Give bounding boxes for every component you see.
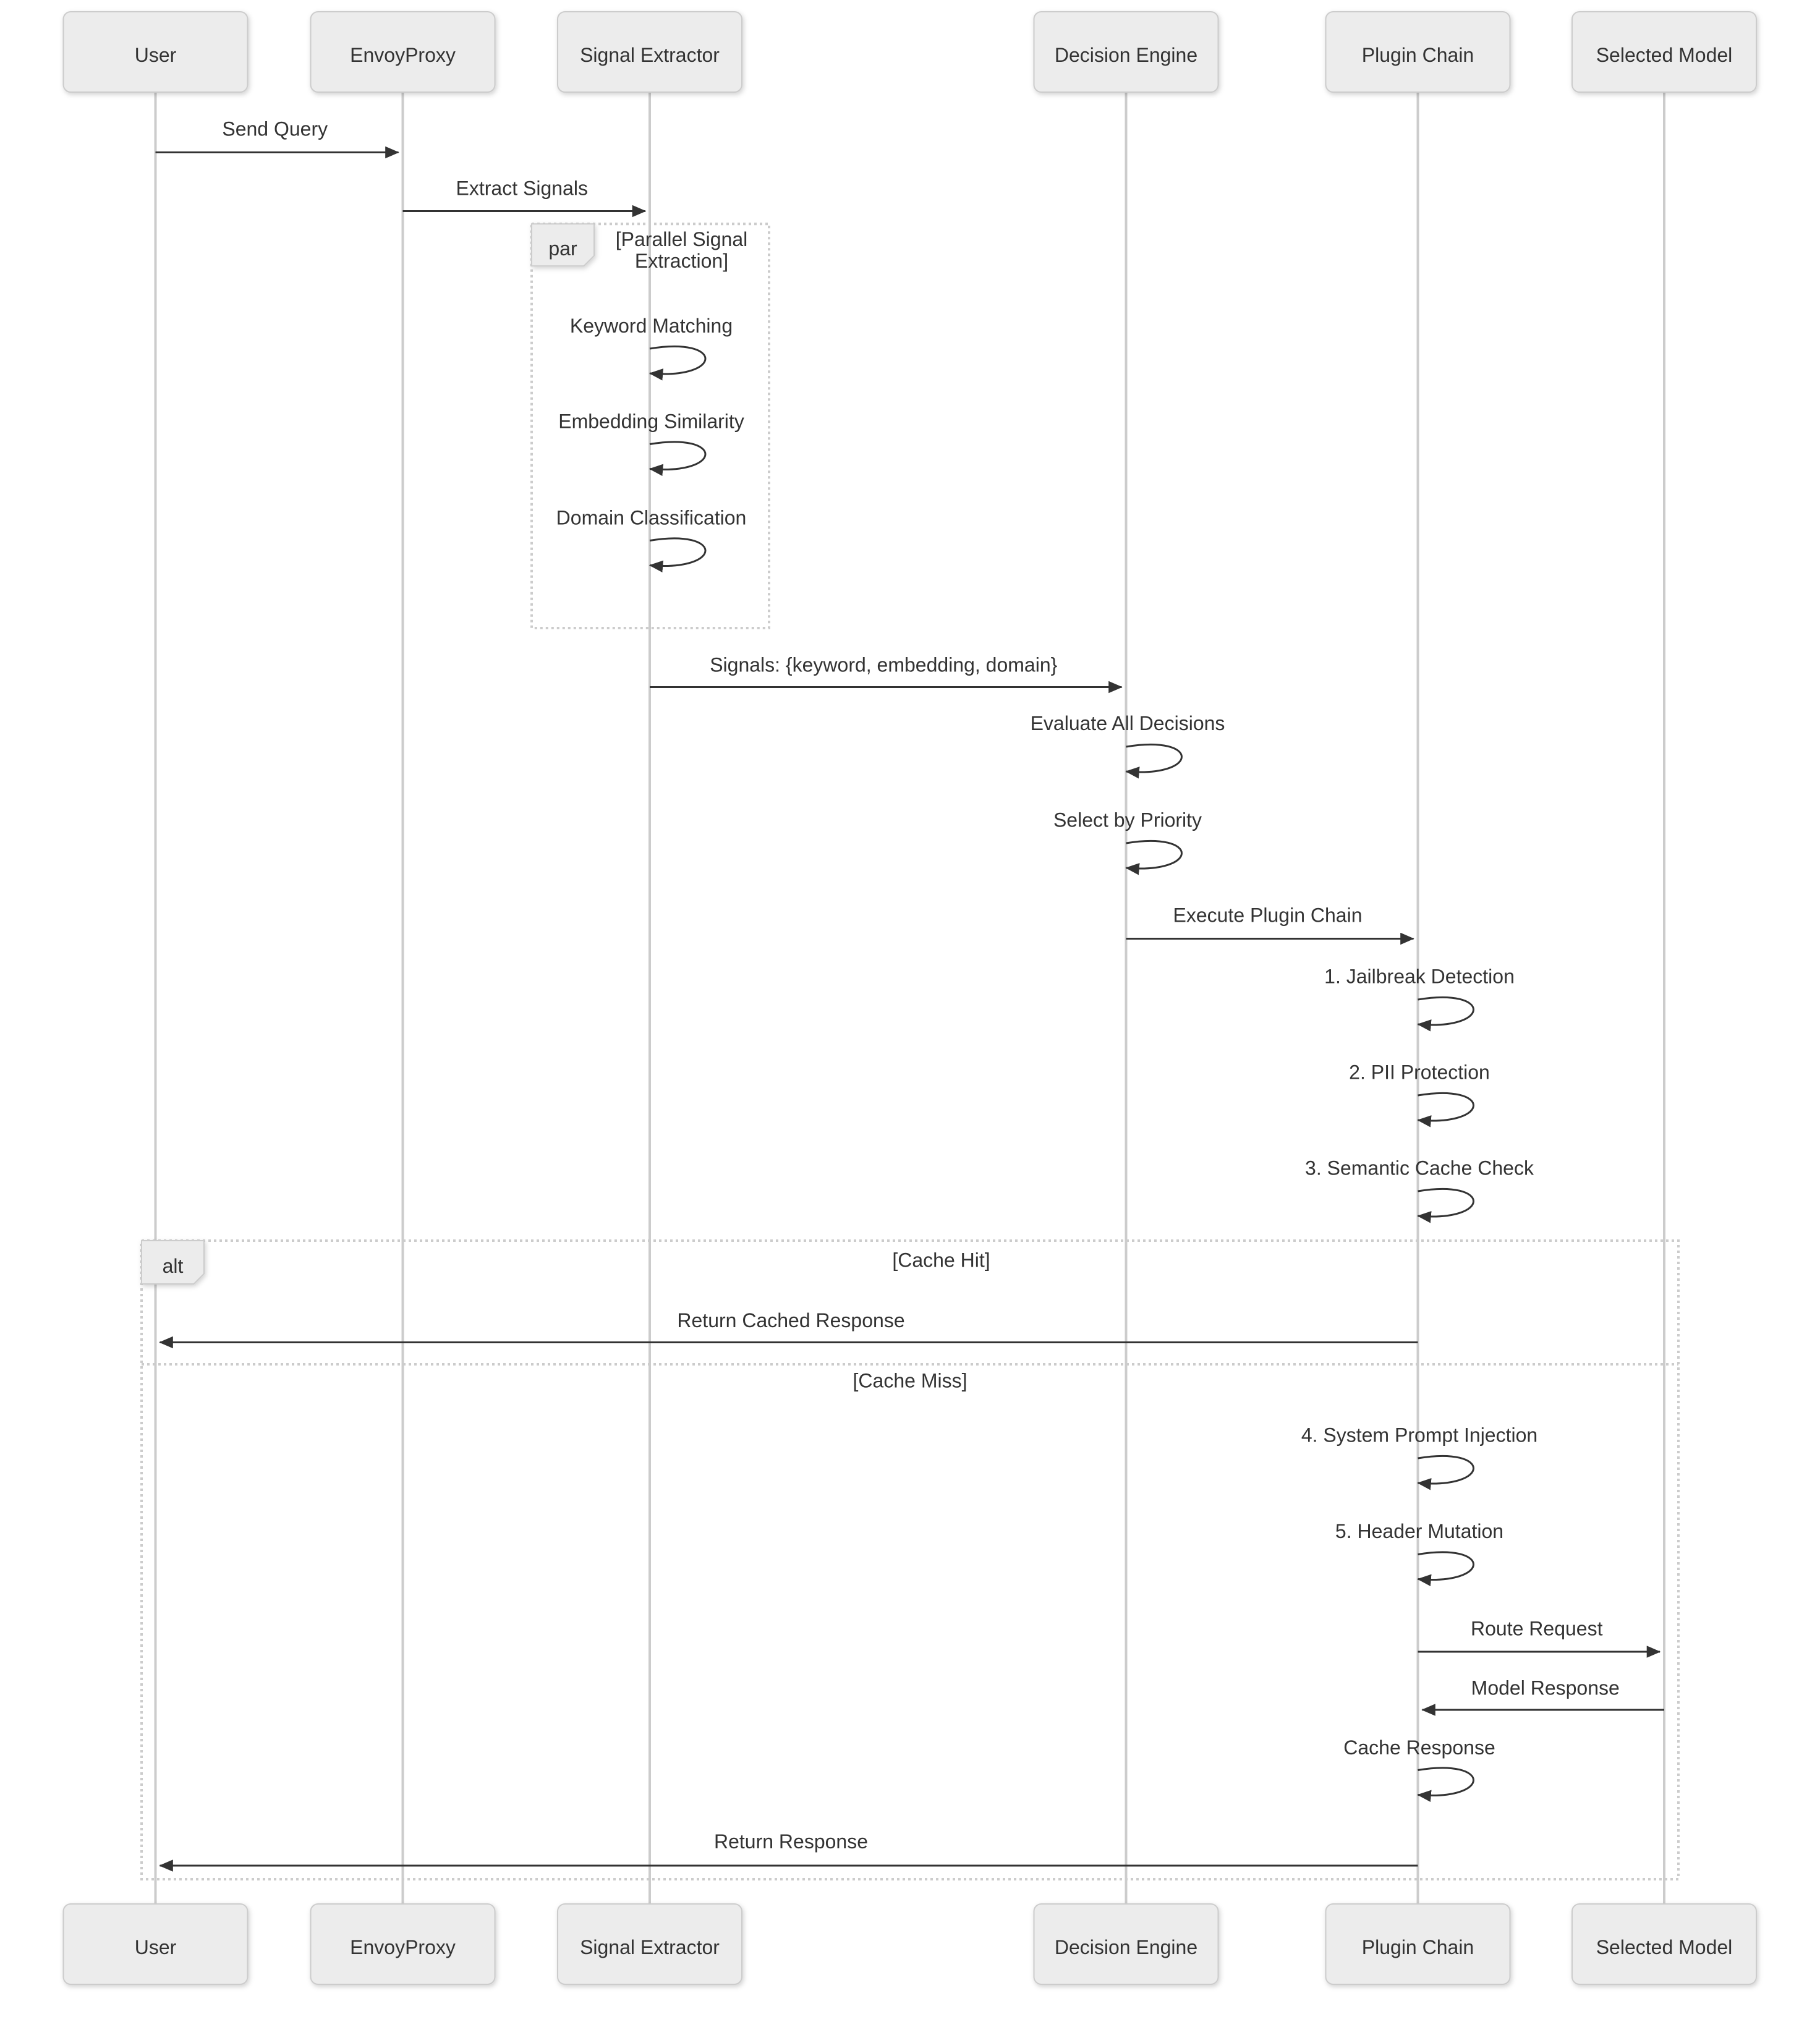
svg-text:par: par <box>548 237 577 260</box>
svg-text:Signal Extractor: Signal Extractor <box>580 1936 720 1958</box>
svg-text:Route Request: Route Request <box>1471 1618 1603 1640</box>
svg-text:3. Semantic Cache Check: 3. Semantic Cache Check <box>1305 1157 1534 1179</box>
svg-text:Keyword Matching: Keyword Matching <box>570 315 733 337</box>
svg-text:Signals: {keyword, embedding,: Signals: {keyword, embedding, domain} <box>710 654 1057 676</box>
svg-text:User: User <box>135 44 177 66</box>
svg-text:Embedding Similarity: Embedding Similarity <box>558 410 744 433</box>
svg-text:Signal Extractor: Signal Extractor <box>580 44 720 66</box>
svg-text:Plugin Chain: Plugin Chain <box>1362 1936 1474 1958</box>
svg-text:[Cache Miss]: [Cache Miss] <box>853 1370 967 1392</box>
svg-text:[Cache Hit]: [Cache Hit] <box>892 1249 990 1272</box>
svg-text:Send Query: Send Query <box>222 118 328 140</box>
svg-text:Return Cached Response: Return Cached Response <box>677 1309 904 1332</box>
svg-text:User: User <box>135 1936 177 1958</box>
svg-text:Decision Engine: Decision Engine <box>1055 1936 1197 1958</box>
svg-text:[Parallel Signal: [Parallel Signal <box>616 228 747 250</box>
svg-text:Decision Engine: Decision Engine <box>1055 44 1197 66</box>
svg-text:Execute Plugin Chain: Execute Plugin Chain <box>1173 904 1363 927</box>
svg-text:EnvoyProxy: EnvoyProxy <box>350 44 456 66</box>
svg-text:Domain Classification: Domain Classification <box>556 507 747 529</box>
svg-text:Evaluate All Decisions: Evaluate All Decisions <box>1031 712 1225 734</box>
svg-text:1. Jailbreak Detection: 1. Jailbreak Detection <box>1324 966 1515 988</box>
svg-text:Selected Model: Selected Model <box>1596 1936 1733 1958</box>
svg-text:Select by Priority: Select by Priority <box>1053 809 1202 831</box>
svg-text:alt: alt <box>163 1255 184 1277</box>
svg-text:4. System Prompt Injection: 4. System Prompt Injection <box>1301 1424 1537 1447</box>
svg-text:Return Response: Return Response <box>714 1830 868 1853</box>
svg-text:5. Header Mutation: 5. Header Mutation <box>1335 1520 1503 1542</box>
svg-text:2. PII Protection: 2. PII Protection <box>1349 1061 1490 1084</box>
svg-text:Selected Model: Selected Model <box>1596 44 1733 66</box>
svg-text:Cache Response: Cache Response <box>1343 1736 1495 1759</box>
svg-text:Extraction]: Extraction] <box>635 250 728 272</box>
svg-text:EnvoyProxy: EnvoyProxy <box>350 1936 456 1958</box>
svg-text:Plugin Chain: Plugin Chain <box>1362 44 1474 66</box>
svg-text:Model Response: Model Response <box>1471 1677 1620 1699</box>
svg-text:Extract Signals: Extract Signals <box>456 177 588 200</box>
